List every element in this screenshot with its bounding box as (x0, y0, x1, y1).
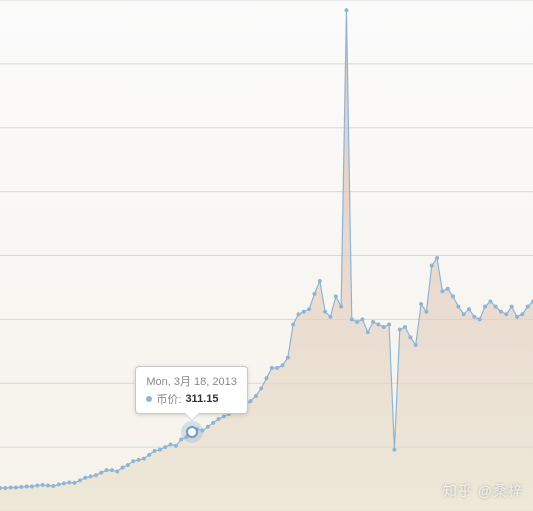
chart-tooltip: Mon, 3月 18, 2013 币价: 311.15 (135, 366, 248, 414)
tooltip-series-bullet-icon (146, 396, 152, 402)
zhihu-watermark: 知乎 @桑梓 (443, 481, 523, 501)
price-chart[interactable]: Mon, 3月 18, 2013 币价: 311.15 知乎 @桑梓 (0, 0, 533, 511)
tooltip-series-label: 币价: (156, 391, 181, 407)
chart-svg (0, 0, 533, 511)
tooltip-value: 311.15 (185, 393, 218, 405)
tooltip-value-row: 币价: 311.15 (146, 391, 237, 407)
tooltip-date: Mon, 3月 18, 2013 (146, 373, 237, 389)
